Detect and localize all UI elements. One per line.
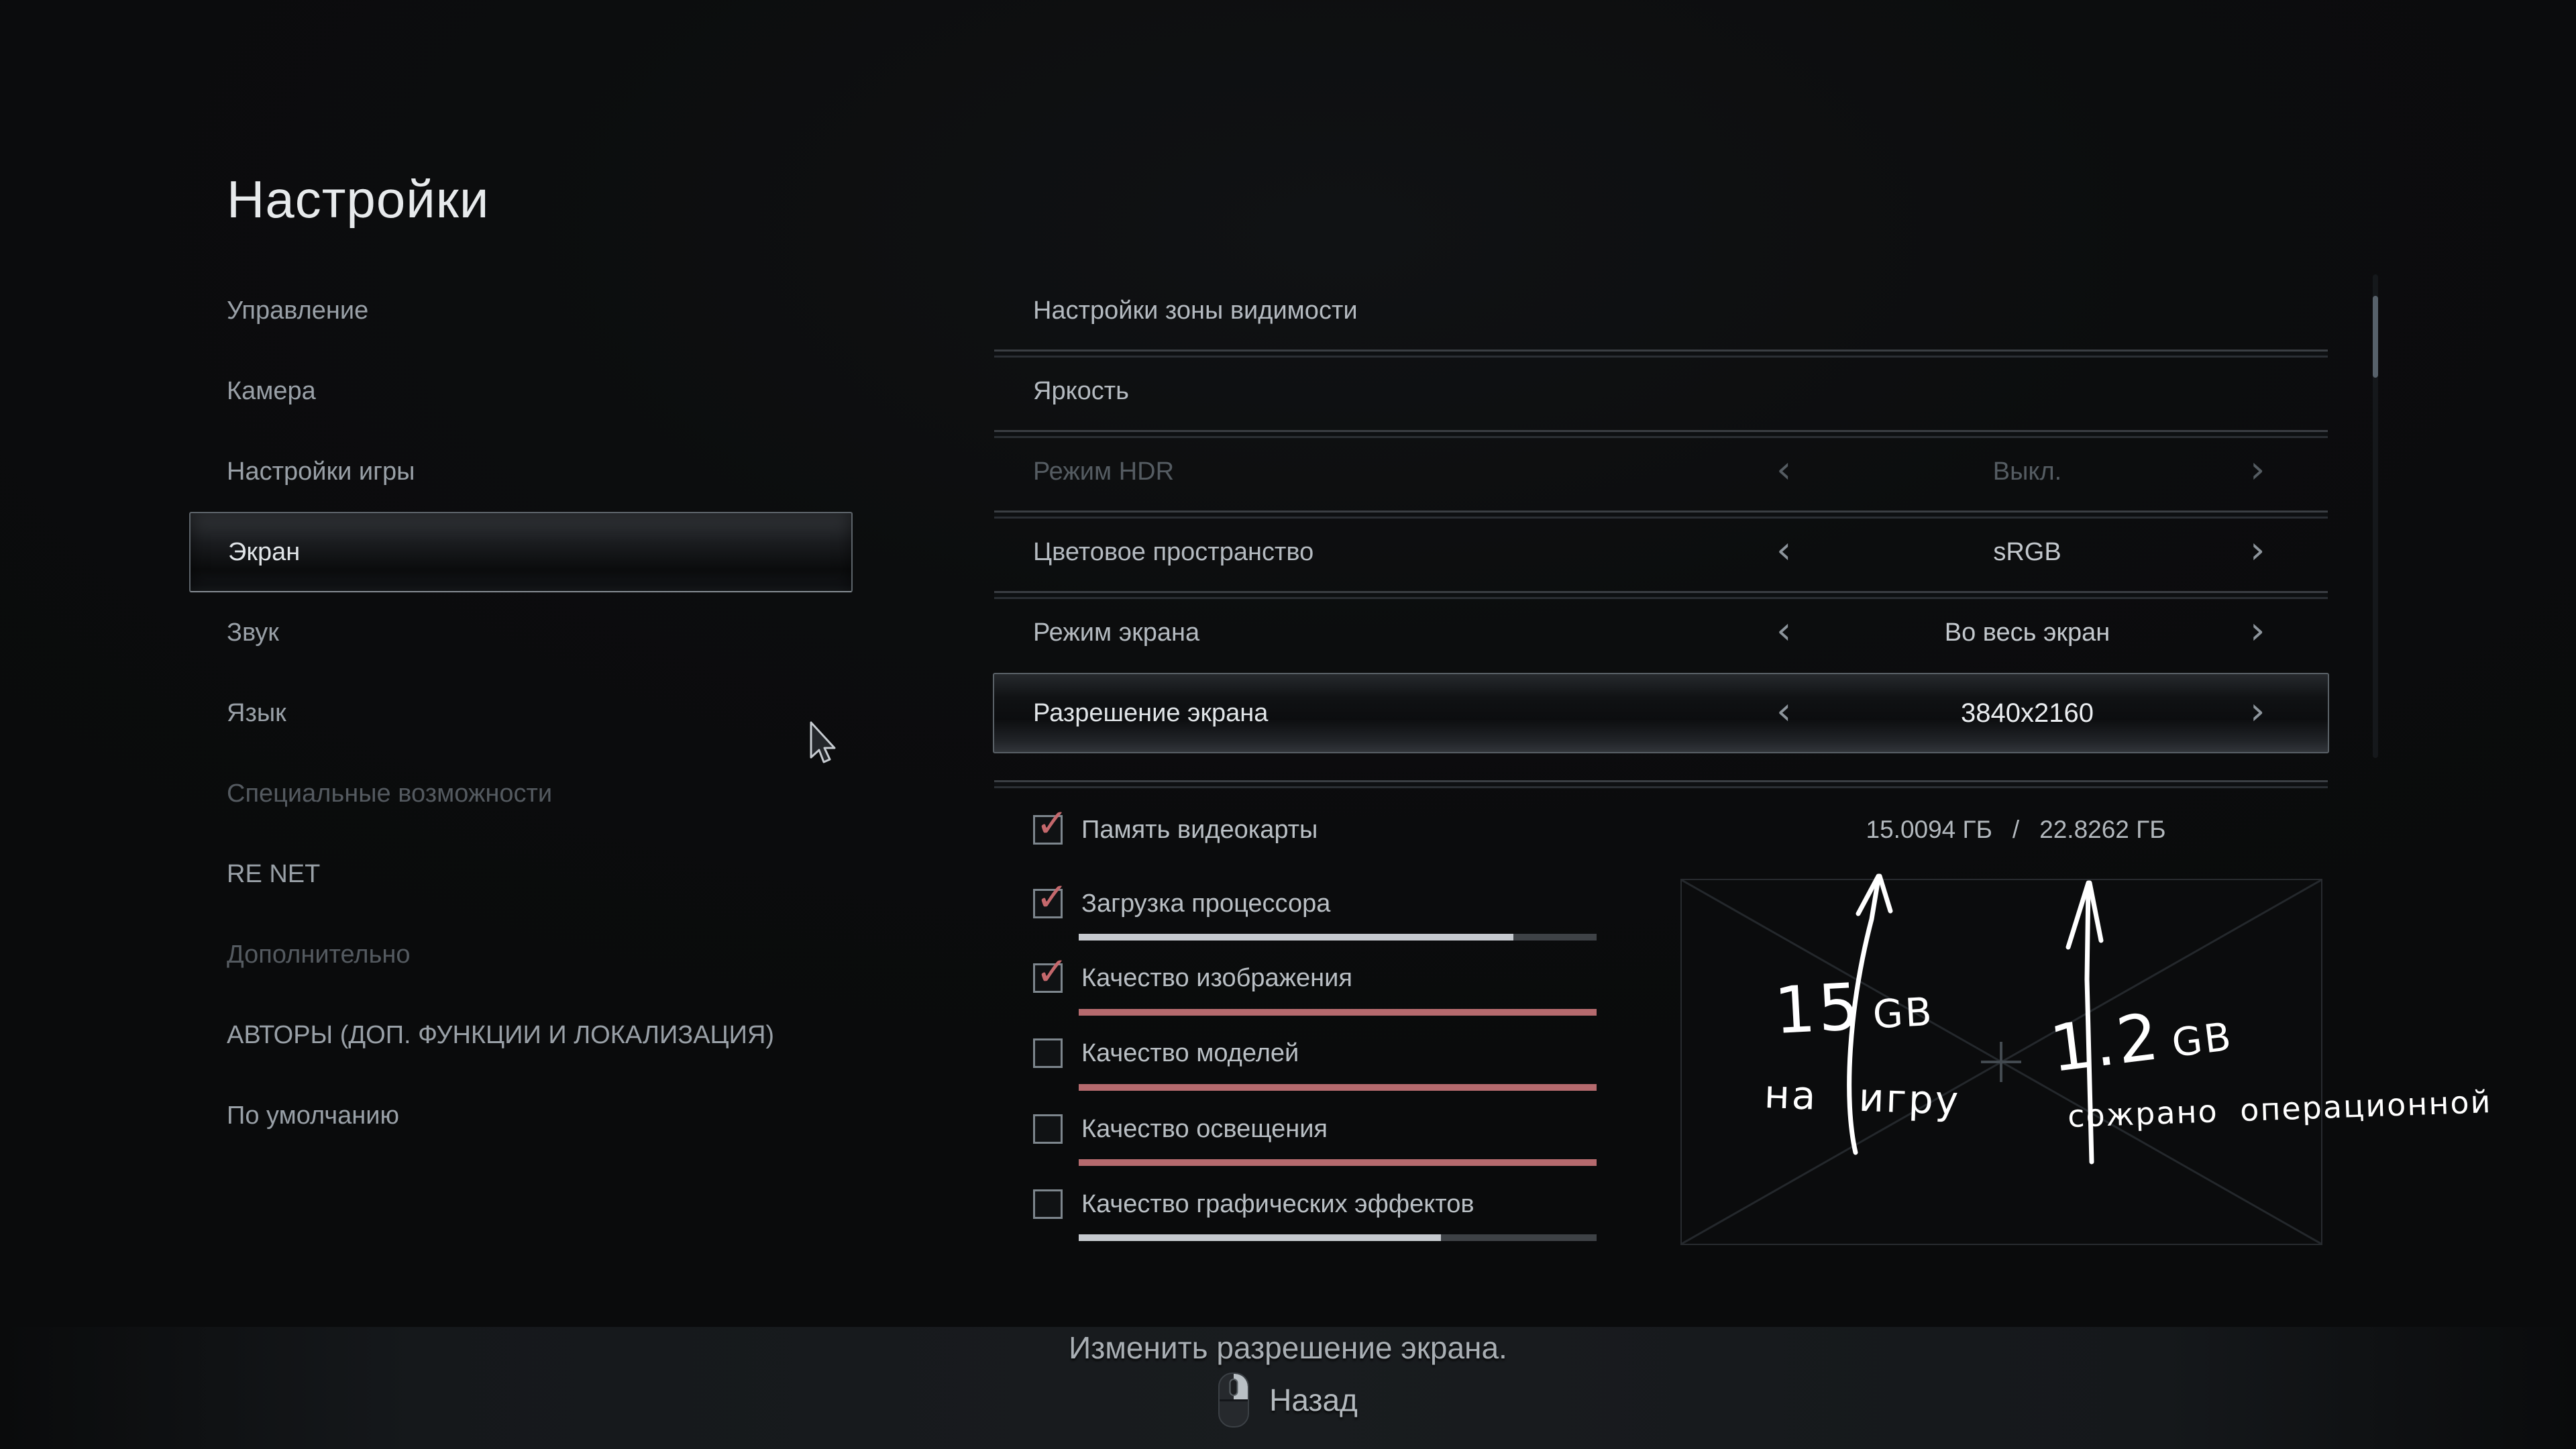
row-divider: [994, 350, 2328, 358]
setting-row-hdr: Режим HDR ‹ Выкл. ›: [994, 431, 2328, 512]
vram-separator: /: [2012, 816, 2020, 843]
sidebar-item-credits[interactable]: АВТОРЫ (ДОП. ФУНКЦИИ И ЛОКАЛИЗАЦИЯ): [227, 1020, 775, 1049]
mouse-wheel: [1229, 1379, 1238, 1396]
metric-label: Качество изображения: [1081, 963, 1352, 992]
chevron-right-icon[interactable]: ›: [2250, 608, 2265, 653]
chevron-right-icon: ›: [2250, 447, 2265, 492]
scrollbar-thumb[interactable]: [2373, 296, 2378, 378]
setting-value: Во весь экран: [1944, 618, 2110, 647]
metric-label: Качество моделей: [1081, 1038, 1299, 1067]
sidebar-item-accessibility: Специальные возможности: [227, 779, 553, 808]
metric-bar: [1079, 1009, 1597, 1016]
setting-label: Яркость: [1033, 376, 1129, 405]
checkbox[interactable]: [1033, 1189, 1063, 1219]
sidebar-item-game-settings[interactable]: Настройки игры: [227, 457, 415, 486]
mouse-right-click-icon: [1218, 1373, 1250, 1428]
sidebar-item-display[interactable]: Экран: [189, 512, 853, 592]
sidebar-item-defaults[interactable]: По умолчанию: [227, 1101, 399, 1130]
row-divider: [994, 591, 2328, 599]
annotation-value: 1.2: [2046, 998, 2165, 1087]
chevron-right-icon[interactable]: ›: [2250, 689, 2265, 733]
bar-fill: [1079, 1009, 1597, 1016]
metric-bar: [1079, 1234, 1597, 1241]
back-control: Назад: [0, 1373, 2576, 1428]
sidebar: Управление Камера Настройки игры Экран З…: [189, 270, 853, 1156]
chevron-left-icon[interactable]: ‹: [1776, 528, 1792, 572]
setting-label: Цветовое пространство: [1033, 537, 1314, 566]
setting-value: sRGB: [1993, 537, 2061, 566]
annotation-vram-game: 15 GB: [1772, 965, 1935, 1049]
setting-label: Настройки зоны видимости: [1033, 296, 1358, 325]
metric-row-cpu: ✓ Загрузка процессора: [994, 877, 1331, 922]
sidebar-item-re-net[interactable]: RE NET: [227, 859, 321, 888]
metric-row-vram: ✓ Память видеокарты: [994, 804, 1318, 849]
checkbox[interactable]: ✓: [1033, 804, 1069, 845]
sidebar-item-extras: Дополнительно: [227, 940, 411, 969]
annotation-vram-game-caption: на игру: [1763, 1071, 1962, 1124]
metric-row-effects-quality: Качество графических эффектов: [994, 1185, 1474, 1223]
annotation-value: 15: [1772, 969, 1864, 1049]
bar-fill: [1079, 934, 1514, 941]
metric-bar: [1079, 934, 1597, 941]
settings-panel: Настройки зоны видимости Яркость Режим H…: [993, 270, 2329, 788]
chevron-left-icon: ‹: [1776, 447, 1792, 492]
setting-value: Выкл.: [1992, 457, 2062, 486]
row-divider: [994, 511, 2328, 519]
chevron-left-icon[interactable]: ‹: [1776, 689, 1792, 733]
scrollbar[interactable]: [2373, 274, 2378, 758]
setting-label: Разрешение экрана: [1033, 698, 1269, 727]
row-divider: [994, 780, 2328, 788]
annotation-unit: GB: [2169, 1013, 2236, 1067]
vram-used: 15.0094 ГБ: [1866, 816, 1992, 843]
checkmark-icon: ✓: [1036, 949, 1069, 994]
chevron-right-icon[interactable]: ›: [2250, 528, 2265, 572]
sidebar-item-language[interactable]: Язык: [227, 698, 286, 727]
checkbox[interactable]: ✓: [1033, 952, 1069, 993]
checkbox[interactable]: [1033, 1038, 1063, 1068]
metric-row-model-quality: Качество моделей: [994, 1034, 1299, 1072]
bar-fill: [1079, 1159, 1597, 1166]
performance-panel: ✓ Память видеокарты ✓ Загрузка процессор…: [994, 786, 2328, 1296]
setting-row-fov[interactable]: Настройки зоны видимости: [994, 270, 2328, 351]
mouse-divider: [1220, 1399, 1248, 1401]
metric-label: Загрузка процессора: [1081, 889, 1331, 918]
metric-label: Качество освещения: [1081, 1114, 1328, 1143]
footer-hint: Изменить разрешение экрана.: [1069, 1330, 1507, 1365]
sidebar-item-sound[interactable]: Звук: [227, 618, 279, 647]
setting-label: Режим экрана: [1033, 618, 1200, 647]
annotation-unit: GB: [1872, 988, 1935, 1038]
bar-fill: [1079, 1084, 1597, 1091]
setting-label: Режим HDR: [1033, 457, 1175, 486]
back-label: Назад: [1269, 1383, 1358, 1417]
setting-row-color-space[interactable]: Цветовое пространство ‹ sRGB ›: [994, 512, 2328, 592]
graph-x-lines: [1681, 879, 2322, 1245]
chevron-left-icon[interactable]: ‹: [1776, 608, 1792, 653]
setting-row-resolution[interactable]: Разрешение экрана ‹ 3840x2160 ›: [993, 673, 2329, 753]
metric-row-lighting-quality: Качество освещения: [994, 1110, 1328, 1148]
metric-bar: [1079, 1084, 1597, 1091]
vram-usage: 15.0094 ГБ / 22.8262 ГБ: [1826, 814, 2206, 845]
footer-bar: Изменить разрешение экрана. Назад: [0, 1327, 2576, 1449]
sidebar-item-controls[interactable]: Управление: [227, 296, 369, 325]
setting-row-brightness[interactable]: Яркость: [994, 351, 2328, 431]
vram-total: 22.8262 ГБ: [2039, 816, 2166, 843]
metric-label: Память видеокарты: [1081, 815, 1318, 844]
checkbox[interactable]: [1033, 1114, 1063, 1144]
metric-row-image-quality: ✓ Качество изображения: [994, 952, 1352, 997]
metric-bar: [1079, 1159, 1597, 1166]
checkmark-icon: ✓: [1036, 800, 1069, 846]
setting-row-screen-mode[interactable]: Режим экрана ‹ Во весь экран ›: [994, 592, 2328, 673]
checkbox[interactable]: ✓: [1033, 877, 1069, 918]
checkmark-icon: ✓: [1036, 874, 1069, 920]
sidebar-item-camera[interactable]: Камера: [227, 376, 316, 405]
setting-value: 3840x2160: [1961, 698, 2094, 728]
page-title: Настройки: [227, 170, 490, 229]
bar-fill: [1079, 1234, 1442, 1241]
perf-graph-box: [1680, 879, 2322, 1245]
metric-label: Качество графических эффектов: [1081, 1189, 1474, 1218]
row-divider: [994, 430, 2328, 438]
